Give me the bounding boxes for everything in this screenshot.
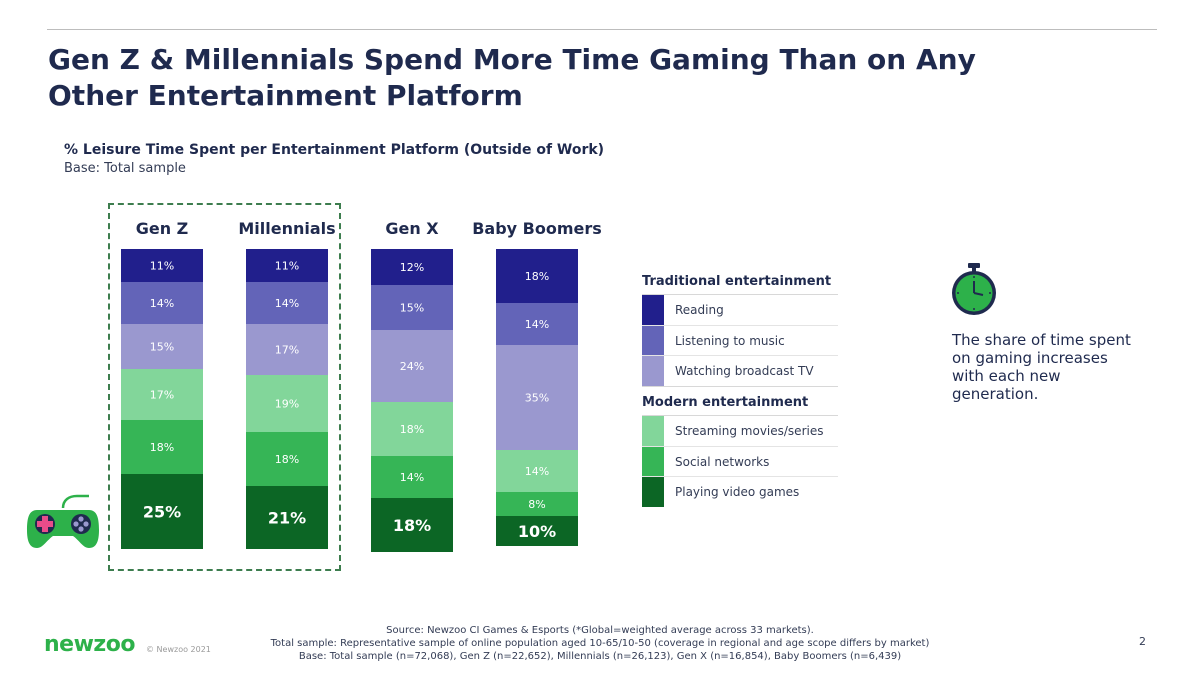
data-label: 18% bbox=[150, 441, 174, 454]
data-label: 14% bbox=[150, 297, 174, 310]
source-line: Total sample: Representative sample of o… bbox=[270, 638, 930, 649]
data-label: 17% bbox=[275, 344, 299, 357]
bar-segment bbox=[246, 432, 328, 486]
data-label: 14% bbox=[400, 471, 424, 484]
bar-segment bbox=[121, 474, 203, 549]
data-label: 17% bbox=[150, 389, 174, 402]
bar-segment bbox=[496, 450, 578, 492]
bar-segment bbox=[371, 330, 453, 402]
data-label: 19% bbox=[275, 398, 299, 411]
bar-segment bbox=[371, 249, 453, 285]
base-note: Base: Total sample bbox=[64, 161, 186, 176]
data-label: 10% bbox=[518, 522, 556, 541]
bar-segment bbox=[121, 369, 203, 420]
insight-callout: The share of time spent on gaming increa… bbox=[952, 331, 1131, 403]
legend-item-reading: Reading bbox=[642, 295, 838, 326]
data-label: 15% bbox=[150, 341, 174, 354]
bar-segment bbox=[496, 303, 578, 345]
data-label: 14% bbox=[275, 297, 299, 310]
bar-segment bbox=[121, 420, 203, 474]
legend-label: Social networks bbox=[675, 454, 770, 469]
data-label: 15% bbox=[400, 302, 424, 315]
bar-segment bbox=[496, 345, 578, 450]
data-label: 21% bbox=[268, 509, 306, 528]
stopwatch-icon bbox=[952, 263, 996, 315]
data-label: 18% bbox=[400, 423, 424, 436]
gamepad-icon bbox=[27, 494, 99, 548]
legend-swatch bbox=[642, 416, 664, 446]
bar-segment bbox=[246, 486, 328, 549]
bar-segment bbox=[246, 282, 328, 324]
legend-heading-modern: Modern entertainment bbox=[642, 387, 838, 417]
data-label: 24% bbox=[400, 360, 424, 373]
legend-swatch bbox=[642, 477, 664, 508]
legend-label: Watching broadcast TV bbox=[675, 364, 814, 379]
data-label: 8% bbox=[528, 498, 545, 511]
bar-segment bbox=[246, 249, 328, 282]
data-label: 12% bbox=[400, 261, 424, 274]
data-label: 11% bbox=[150, 260, 174, 273]
data-label: 35% bbox=[525, 392, 549, 405]
page-title: Gen Z & Millennials Spend More Time Gami… bbox=[48, 43, 976, 112]
legend-swatch bbox=[642, 295, 664, 325]
legend-modern-group: Modern entertainment Streaming movies/se… bbox=[642, 387, 838, 508]
legend-item-watching-broadcast-tv: Watching broadcast TV bbox=[642, 356, 838, 388]
data-label: 11% bbox=[275, 260, 299, 273]
legend-label: Playing video games bbox=[675, 485, 800, 500]
bar-segment bbox=[371, 456, 453, 498]
bar-segment bbox=[121, 249, 203, 282]
legend-label: Reading bbox=[675, 302, 724, 317]
legend-item-playing-video-games: Playing video games bbox=[642, 477, 838, 508]
data-label: 18% bbox=[393, 516, 431, 535]
chart-subtitle: % Leisure Time Spent per Entertainment P… bbox=[64, 142, 605, 158]
source-line: Source: Newzoo CI Games & Esports (*Glob… bbox=[386, 625, 814, 636]
category-label: Gen X bbox=[385, 219, 439, 238]
bar-segment bbox=[246, 324, 328, 375]
legend-item-streaming: Streaming movies/series bbox=[642, 416, 838, 447]
bar-segment bbox=[371, 285, 453, 330]
bar-segment bbox=[496, 492, 578, 516]
legend-heading-traditional: Traditional entertainment bbox=[642, 272, 838, 295]
data-label: 14% bbox=[525, 465, 549, 478]
category-label: Millennials bbox=[238, 219, 335, 238]
bar-segment bbox=[121, 282, 203, 324]
data-label: 14% bbox=[525, 318, 549, 331]
page-number: 2 bbox=[1139, 635, 1146, 648]
bar-segment bbox=[371, 402, 453, 456]
legend-swatch bbox=[642, 446, 664, 477]
bar-segment bbox=[496, 249, 578, 303]
top-divider bbox=[47, 29, 1157, 30]
legend-item-social-networks: Social networks bbox=[642, 446, 838, 478]
category-label: Baby Boomers bbox=[472, 219, 602, 238]
data-label: 25% bbox=[143, 503, 181, 522]
legend-label: Streaming movies/series bbox=[675, 423, 824, 438]
legend-swatch bbox=[642, 356, 664, 387]
chart-legend: Traditional entertainment Reading Listen… bbox=[642, 272, 838, 508]
bar-segment bbox=[246, 375, 328, 432]
source-note: Source: Newzoo CI Games & Esports (*Glob… bbox=[230, 624, 970, 663]
legend-swatch bbox=[642, 325, 664, 356]
bar-segment bbox=[121, 324, 203, 369]
gen-z-millennials-highlight bbox=[108, 203, 341, 571]
data-label: 18% bbox=[525, 270, 549, 283]
copyright: © Newzoo 2021 bbox=[146, 645, 211, 654]
data-label: 18% bbox=[275, 453, 299, 466]
bar-segment bbox=[496, 516, 578, 546]
legend-label: Listening to music bbox=[675, 333, 785, 348]
bar-segment bbox=[371, 498, 453, 552]
newzoo-logo: newzoo bbox=[44, 632, 135, 657]
source-line: Base: Total sample (n=72,068), Gen Z (n=… bbox=[298, 651, 902, 662]
legend-item-listening-to-music: Listening to music bbox=[642, 325, 838, 357]
category-label: Gen Z bbox=[136, 219, 189, 238]
